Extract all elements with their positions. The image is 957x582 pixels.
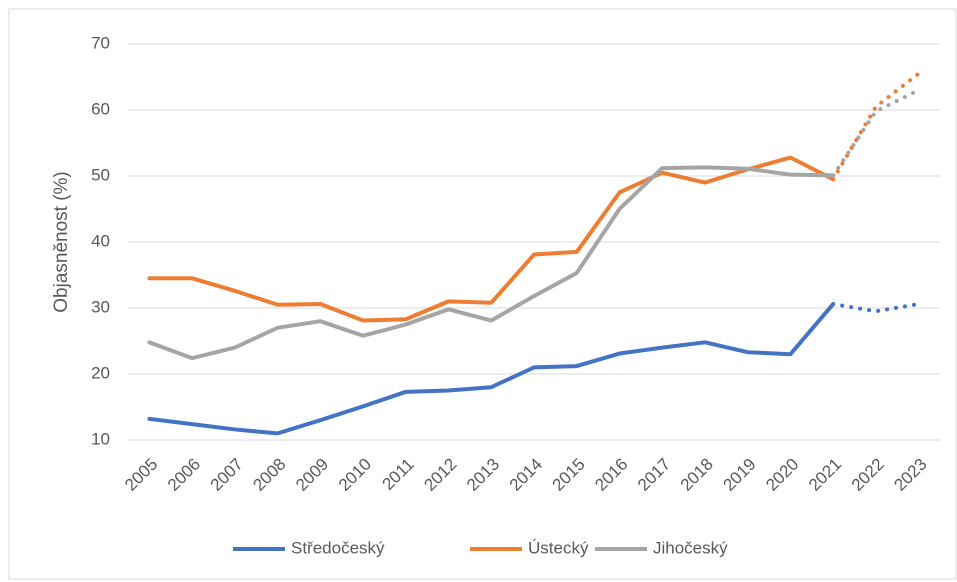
legend-label: Ústecký: [528, 538, 589, 557]
y-tick-label: 30: [91, 297, 110, 316]
y-axis-title: Objasněnost (%): [51, 171, 72, 313]
y-tick-label: 60: [91, 99, 110, 118]
y-tick-label: 10: [91, 429, 110, 448]
legend-label: Středočeský: [291, 538, 385, 557]
y-tick-label: 40: [91, 231, 110, 250]
legend-label: Jihočeský: [653, 538, 728, 557]
y-tick-label: 20: [91, 363, 110, 382]
series-line: [147, 302, 836, 436]
series-line: [147, 155, 836, 323]
series-line-dotted: [831, 88, 921, 178]
chart-frame: [8, 8, 957, 580]
series-line-dotted: [831, 71, 921, 182]
series-line-dotted: [831, 302, 921, 314]
y-tick-label: 70: [91, 33, 110, 52]
series-line: [147, 165, 836, 361]
y-tick-label: 50: [91, 165, 110, 184]
